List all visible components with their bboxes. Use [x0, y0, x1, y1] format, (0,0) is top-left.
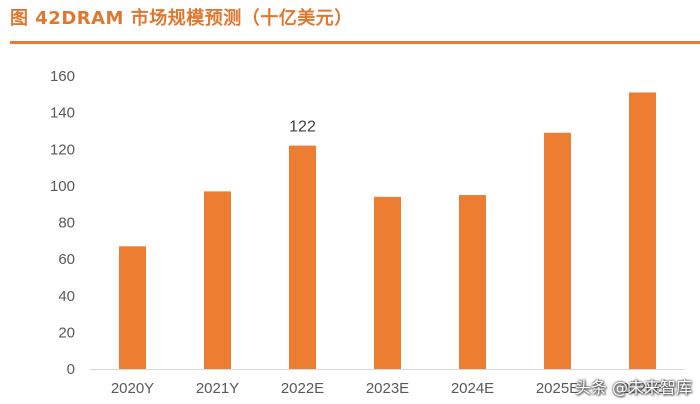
figure-title: 图 42DRAM 市场规模预测（十亿美元）	[10, 8, 353, 29]
y-tick-label: 120	[50, 141, 75, 158]
x-tick-label: 2022E	[281, 380, 324, 397]
y-tick-label: 40	[58, 288, 75, 305]
y-tick-label: 60	[58, 251, 75, 268]
bar-2022E	[289, 145, 316, 369]
y-tick-label: 20	[58, 324, 75, 341]
bar-2023E	[374, 196, 401, 369]
watermark: 头条 @未来智库	[574, 378, 692, 397]
y-tick-label: 160	[50, 68, 75, 85]
y-tick-label: 140	[50, 105, 75, 122]
bar-2024E	[459, 195, 486, 369]
y-axis: 0 20 40 60 80 100 120 140 160	[50, 68, 75, 378]
bars	[119, 92, 656, 369]
bar-2025E	[544, 132, 571, 369]
x-tick-label: 2024E	[451, 380, 494, 397]
bar-2020Y	[119, 246, 146, 369]
x-axis: 2020Y 2021Y 2022E 2023E 2024E 2025E 2026E	[90, 369, 685, 397]
x-tick-label: 2025E	[536, 380, 579, 397]
x-tick-label: 2021Y	[196, 380, 239, 397]
bar-2026E	[629, 92, 656, 369]
x-tick-label: 2020Y	[111, 380, 154, 397]
data-labels: 122	[289, 119, 316, 136]
bar-2021Y	[204, 191, 231, 369]
y-tick-label: 0	[67, 361, 75, 378]
y-tick-label: 80	[58, 215, 75, 232]
y-tick-label: 100	[50, 178, 75, 195]
figure-header: 图 42DRAM 市场规模预测（十亿美元）	[0, 0, 700, 44]
header-divider	[10, 41, 700, 44]
x-tick-label: 2023E	[366, 380, 409, 397]
x-tick-label: 2026E	[621, 380, 664, 397]
data-label: 122	[289, 119, 316, 136]
